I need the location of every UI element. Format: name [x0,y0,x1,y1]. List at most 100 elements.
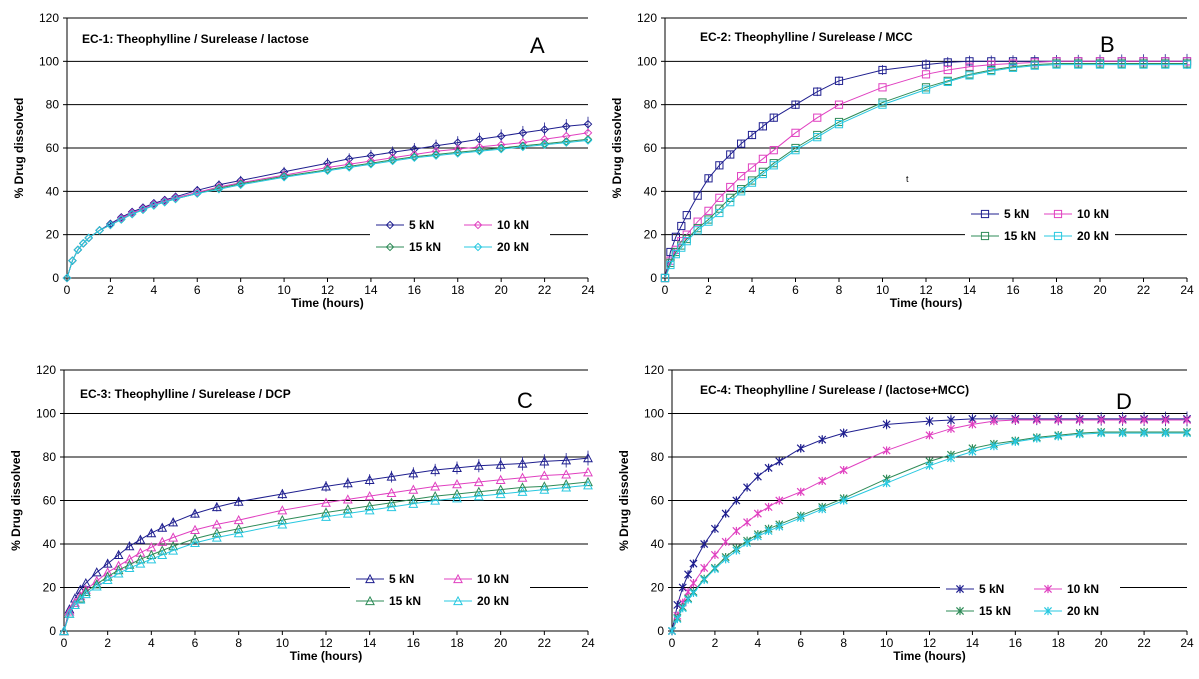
data-point [1075,430,1084,439]
data-point [737,139,746,148]
data-point [1140,428,1149,438]
x-tick-label: 14 [966,636,980,650]
series-line [664,63,1187,279]
data-point [1117,60,1126,69]
legend-swatch-marker [453,595,463,606]
data-point [171,193,180,203]
data-point [561,122,571,131]
series-5-kn [660,53,1192,283]
x-tick-label: 0 [662,283,669,297]
x-tick-label: 4 [749,283,756,297]
data-point [408,494,419,504]
data-point [710,550,719,559]
x-tick-label: 16 [408,283,422,297]
data-point [95,226,104,235]
data-point [775,496,784,505]
data-point [323,165,332,174]
x-tick-label: 22 [538,283,552,297]
data-point [1095,60,1105,69]
legend: 5 kN 10 kN 15 kN 20 kN [350,568,530,610]
data-point [743,518,752,527]
series-line [664,60,1187,279]
data-point [989,442,998,451]
data-point [518,142,528,152]
data-point [583,480,593,490]
x-tick-label: 8 [836,283,843,297]
y-tick-label: 120 [39,11,59,25]
data-point [496,143,506,153]
y-tick-label: 100 [644,407,664,421]
legend-swatch-marker [1053,231,1063,241]
data-point [540,139,549,148]
legend-label: 15 kN [979,604,1011,618]
data-point [769,161,778,170]
data-point [682,211,691,220]
data-point [211,532,222,542]
data-point [921,85,931,94]
data-point [693,226,702,235]
data-point [452,493,462,503]
data-point [796,487,805,496]
series-line [66,132,589,279]
data-point [113,549,124,559]
data-point [764,502,773,512]
data-point [1052,60,1061,69]
legend-swatch-marker [955,584,965,594]
data-point [321,497,331,507]
x-tick-label: 0 [61,636,68,650]
data-point [127,207,137,217]
legend-swatch-marker [385,220,395,230]
data-point [214,184,224,194]
data-point [737,172,746,181]
data-point [1161,428,1170,438]
legend-swatch-marker [473,242,483,252]
data-point [91,581,102,591]
data-point [946,424,955,433]
data-point [540,135,549,144]
data-point [168,545,179,555]
data-point [987,66,996,76]
data-point [689,559,698,568]
legend-swatch-marker [1053,209,1063,219]
data-point [431,150,441,159]
data-point [386,501,397,512]
data-point [540,140,549,150]
y-tick-label: 20 [46,228,60,242]
data-point [475,146,484,156]
data-point [689,579,698,588]
data-point [839,465,848,475]
data-point [475,145,484,155]
data-point [410,153,419,163]
x-tick-label: 24 [1180,283,1194,297]
x-tick-label: 10 [876,283,890,297]
y-tick-label: 80 [644,98,658,112]
data-point [732,546,741,555]
legend-label: 15 kN [1004,229,1036,243]
data-point [775,457,784,466]
data-point [677,221,686,231]
data-point [190,508,200,518]
data-point [791,128,800,137]
data-point [989,417,998,426]
data-point [171,192,180,202]
data-point [233,496,244,506]
data-point [743,483,752,492]
series-10-kn [667,415,1192,636]
y-tick-label: 100 [637,54,657,68]
legend-label: 20 kN [1067,604,1099,618]
data-point [430,495,441,505]
data-point [737,187,746,196]
data-point [149,200,159,209]
data-point [149,201,159,210]
data-point [666,260,675,270]
data-point [124,541,135,551]
data-point [1182,428,1192,438]
data-point [214,183,224,193]
data-point [135,554,146,564]
data-point [211,527,222,538]
x-tick-label: 2 [107,283,114,297]
data-point [473,486,484,496]
data-point [678,583,687,592]
x-tick-label: 20 [494,636,508,650]
